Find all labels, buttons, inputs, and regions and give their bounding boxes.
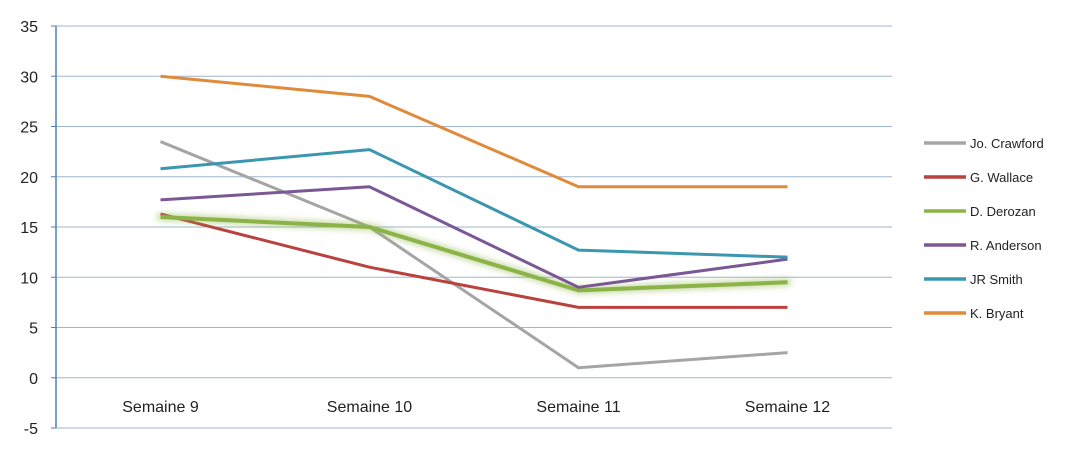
series-line [160, 148, 788, 259]
legend-item: K. Bryant [924, 306, 1024, 321]
y-tick-label: -5 [24, 421, 38, 438]
gridlines [56, 25, 892, 429]
legend-item: D. Derozan [924, 204, 1036, 219]
y-tick-label: 20 [20, 170, 38, 187]
legend-label: Jo. Crawford [970, 136, 1044, 151]
series-line [159, 140, 788, 370]
legend-label: G. Wallace [970, 170, 1033, 185]
series-lines [156, 74, 792, 370]
legend-item: R. Anderson [924, 238, 1042, 253]
series-line [160, 185, 788, 289]
series-line [160, 212, 788, 309]
series-line [160, 214, 788, 293]
y-tick-label: 35 [20, 19, 38, 36]
y-tick-label: 30 [20, 69, 38, 86]
x-tick-label: Semaine 9 [122, 399, 199, 416]
legend: Jo. Crawford G. Wallace D. Derozan R. Ander… [924, 136, 1044, 321]
x-tick-label: Semaine 12 [745, 399, 830, 416]
axes: 35 30 25 20 15 10 5 0 -5 Semaine 9 Semaine 10 Semai… [20, 19, 830, 438]
legend-item: Jo. Crawford [924, 136, 1044, 151]
y-tick-label: 25 [20, 120, 38, 137]
y-tick-label: 0 [29, 371, 38, 388]
legend-label: R. Anderson [970, 238, 1042, 253]
x-tick-label: Semaine 11 [536, 399, 620, 416]
legend-item: JR Smith [924, 272, 1023, 287]
legend-label: JR Smith [970, 272, 1023, 287]
legend-item: G. Wallace [924, 170, 1033, 185]
x-tick-label: Semaine 10 [327, 399, 412, 416]
y-tick-label: 15 [20, 220, 38, 237]
legend-label: K. Bryant [970, 306, 1024, 321]
y-tick-label: 5 [29, 321, 38, 338]
y-tick-label: 10 [20, 270, 38, 287]
legend-label: D. Derozan [970, 204, 1036, 219]
series-line [160, 74, 788, 189]
